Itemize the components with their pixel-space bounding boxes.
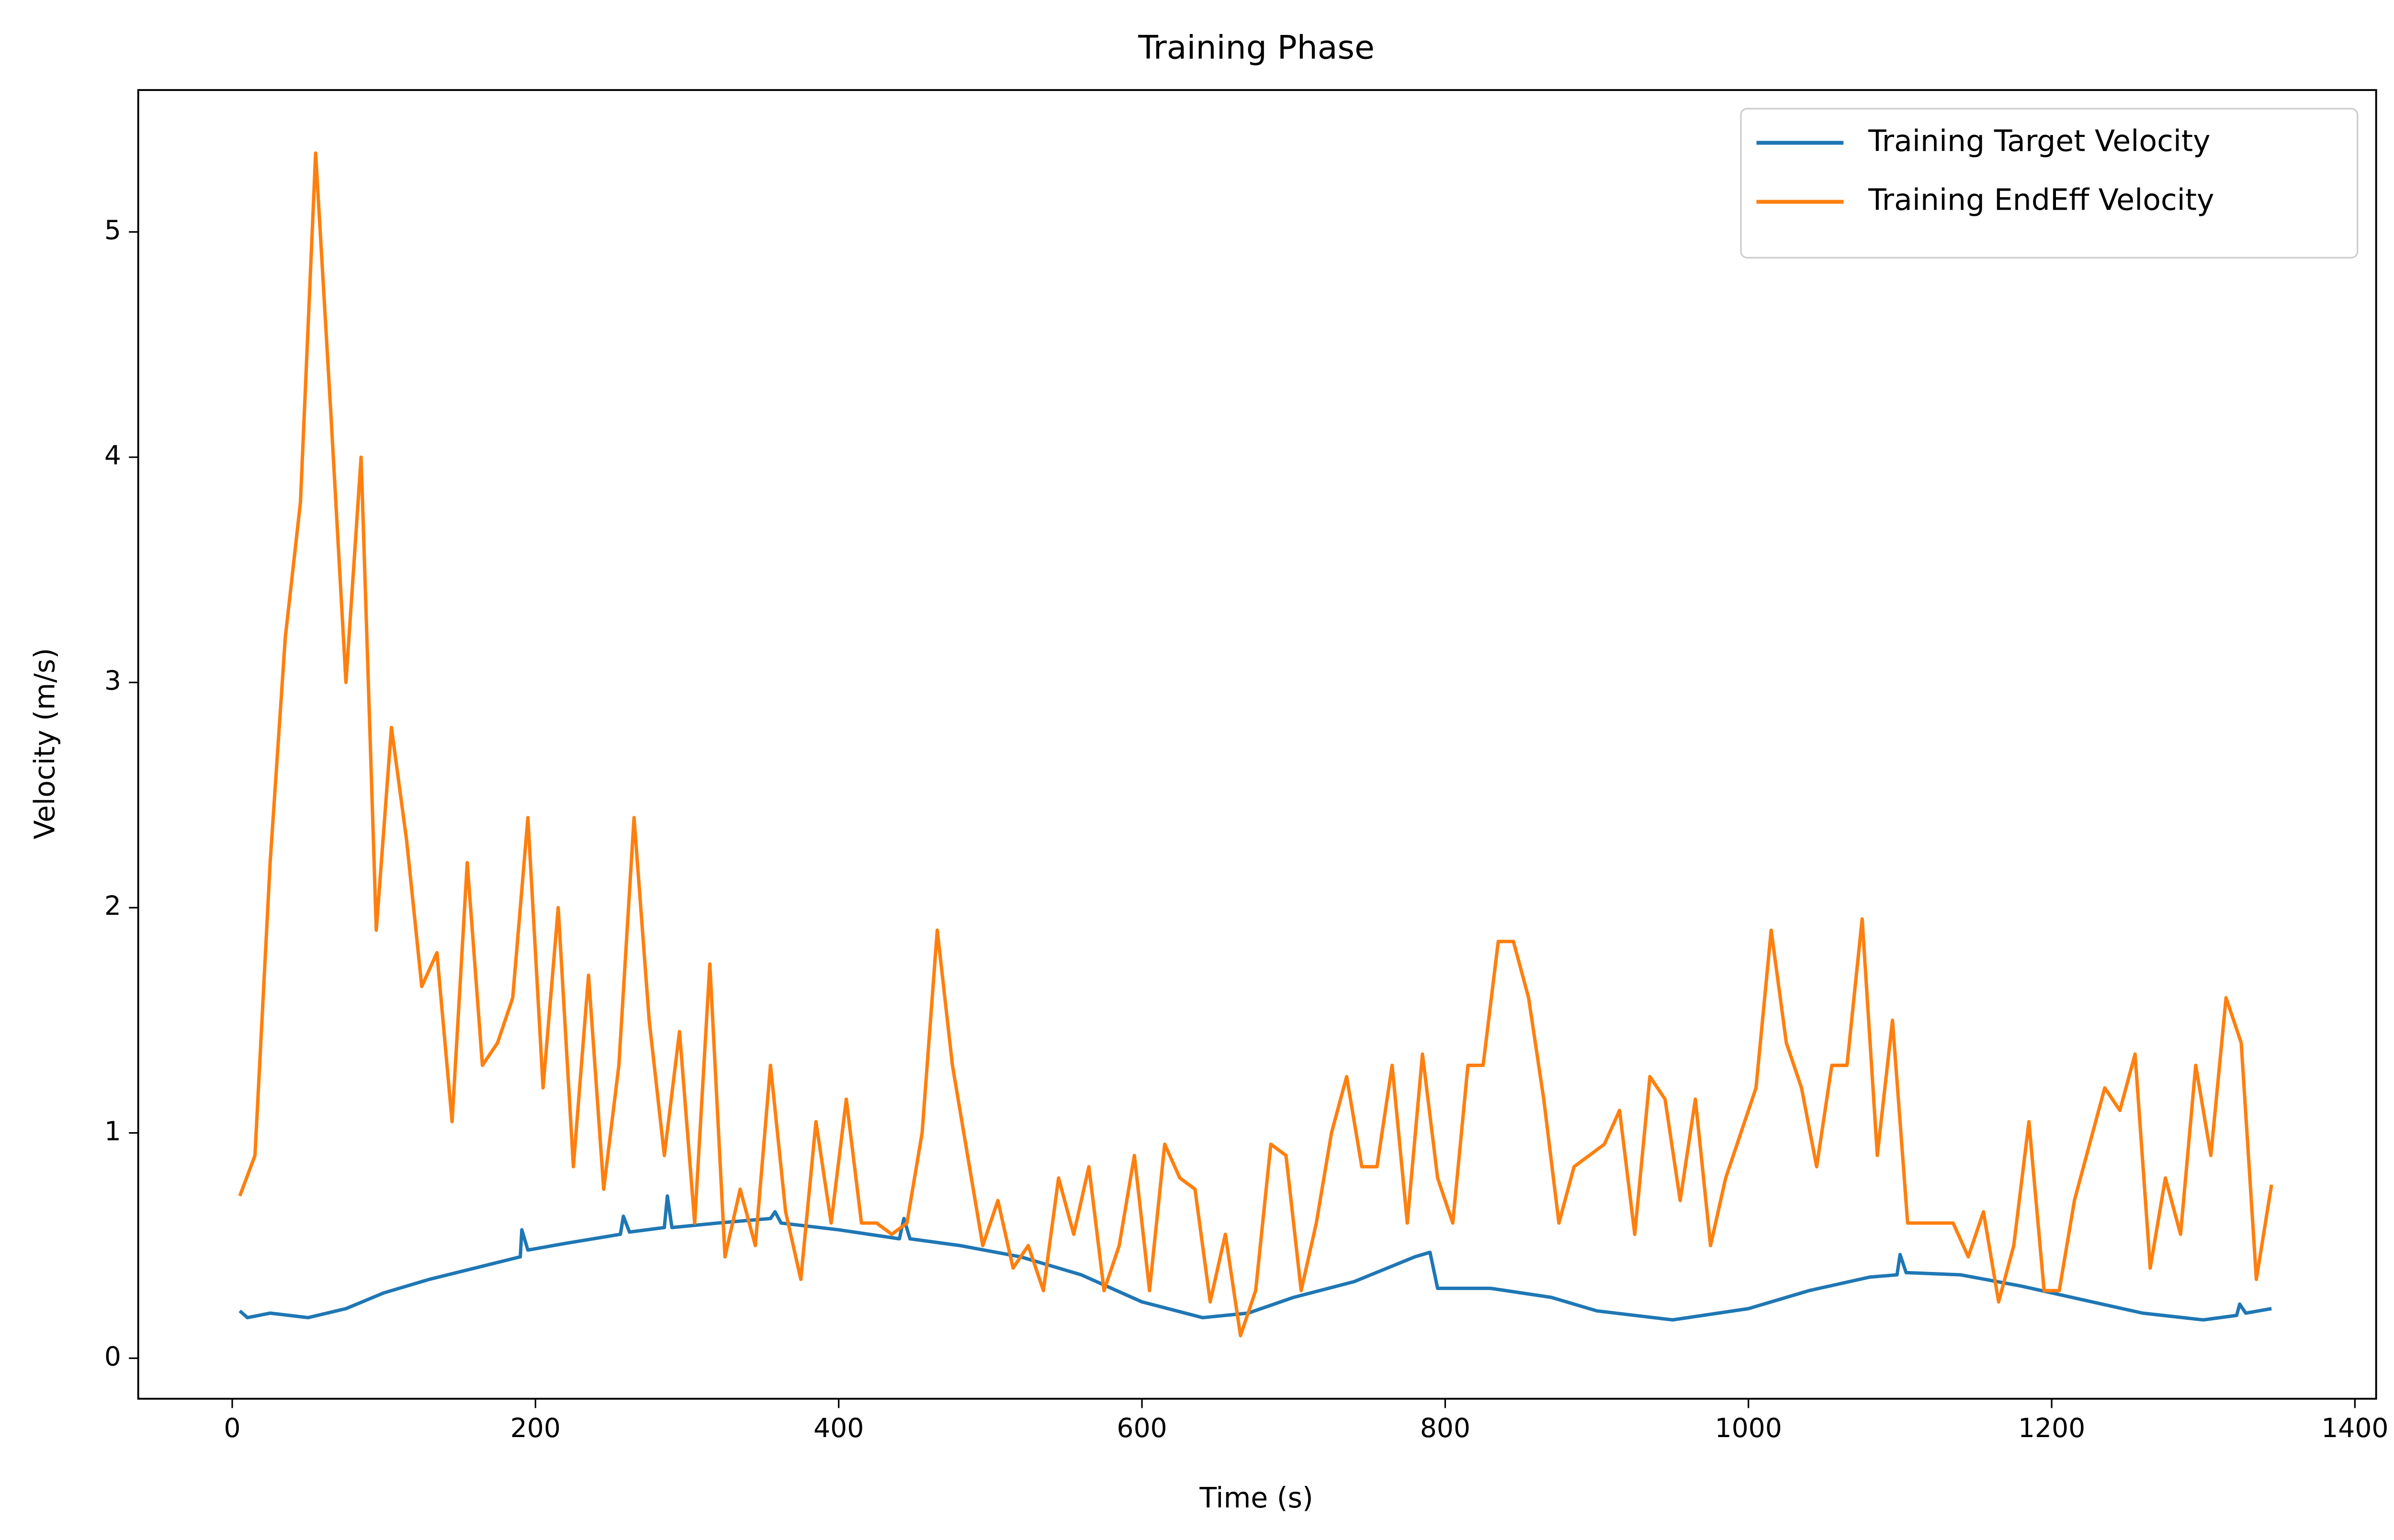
y-tick-label: 4	[104, 440, 121, 471]
x-tick-label: 1000	[1715, 1413, 1782, 1444]
legend-box	[1740, 108, 2359, 259]
series-line	[238, 1194, 2272, 1322]
y-tick-label: 1	[104, 1116, 121, 1147]
y-axis-label: Velocity (m/s)	[28, 648, 61, 839]
plot-frame	[137, 89, 2377, 1400]
y-tick-label: 3	[104, 666, 121, 697]
chart-title: Training Phase	[1138, 29, 1375, 67]
x-axis-label: Time (s)	[1199, 1482, 1313, 1514]
legend-label: Training EndEff Velocity	[1868, 183, 2214, 217]
x-tick-label: 0	[224, 1413, 240, 1444]
x-tick-label: 200	[510, 1413, 561, 1444]
series-line	[238, 151, 2273, 1338]
y-tick-label: 5	[104, 215, 121, 246]
x-tick-label: 1400	[2321, 1413, 2388, 1444]
y-tick-label: 2	[104, 891, 121, 922]
x-tick-label: 800	[1420, 1413, 1470, 1444]
y-tick-label: 0	[104, 1341, 121, 1372]
x-tick-label: 400	[813, 1413, 864, 1444]
x-tick-label: 600	[1117, 1413, 1167, 1444]
x-tick-label: 1200	[2018, 1413, 2085, 1444]
legend-label: Training Target Velocity	[1868, 124, 2211, 158]
